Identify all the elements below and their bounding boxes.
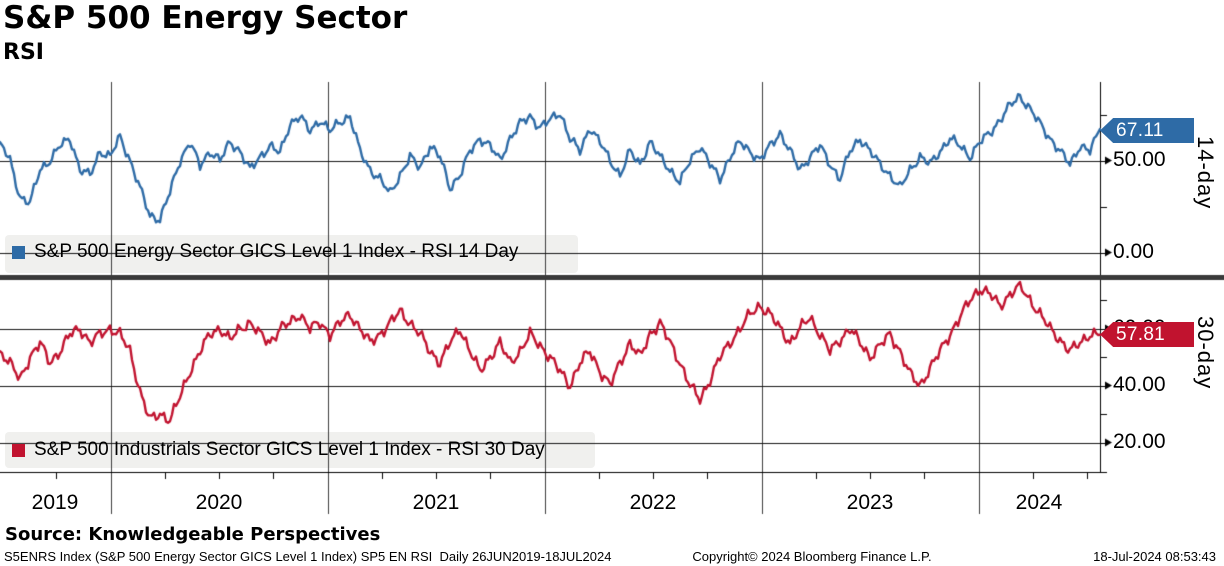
xaxis-year-2022: 2022 — [629, 491, 677, 514]
source-line: Source: Knowledgeable Perspectives — [5, 524, 381, 545]
footer-copyright: Copyright© 2024 Bloomberg Finance L.P. — [692, 549, 932, 564]
legend-label-rsi30: S&P 500 Industrials Sector GICS Level 1 … — [34, 439, 545, 460]
legend-label-rsi14: S&P 500 Energy Sector GICS Level 1 Index… — [34, 241, 519, 262]
yaxis-label-40: 40.00 — [1113, 373, 1166, 396]
xaxis-year-2023: 2023 — [846, 491, 894, 514]
legend-rsi30: S&P 500 Industrials Sector GICS Level 1 … — [12, 439, 545, 461]
panel-side-label-14day: 14-day — [1193, 136, 1218, 210]
xaxis-year-2021: 2021 — [412, 491, 460, 514]
yaxis-label-0: 0.00 — [1113, 240, 1154, 263]
legend-swatch-red — [12, 443, 25, 457]
last-value-tag-rsi30: 57.81 — [1100, 322, 1194, 347]
footer-ticker-info: S5ENRS Index (S&P 500 Energy Sector GICS… — [4, 549, 612, 564]
yaxis-label-50: 50.00 — [1113, 148, 1166, 171]
chart-subtitle: RSI — [3, 40, 44, 65]
legend-rsi14: S&P 500 Energy Sector GICS Level 1 Index… — [12, 241, 518, 263]
xaxis-year-2019: 2019 — [31, 491, 79, 514]
page-title: S&P 500 Energy Sector — [3, 0, 408, 36]
footer-timestamp: 18-Jul-2024 08:53:43 — [1093, 549, 1216, 564]
legend-swatch-blue — [12, 245, 25, 259]
xaxis-year-2024: 2024 — [1015, 491, 1063, 514]
yaxis-label-20: 20.00 — [1113, 430, 1166, 453]
xaxis-year-2020: 2020 — [195, 491, 243, 514]
last-value-tag-rsi14: 67.11 — [1100, 118, 1194, 143]
panel-side-label-30day: 30-day — [1193, 316, 1218, 390]
